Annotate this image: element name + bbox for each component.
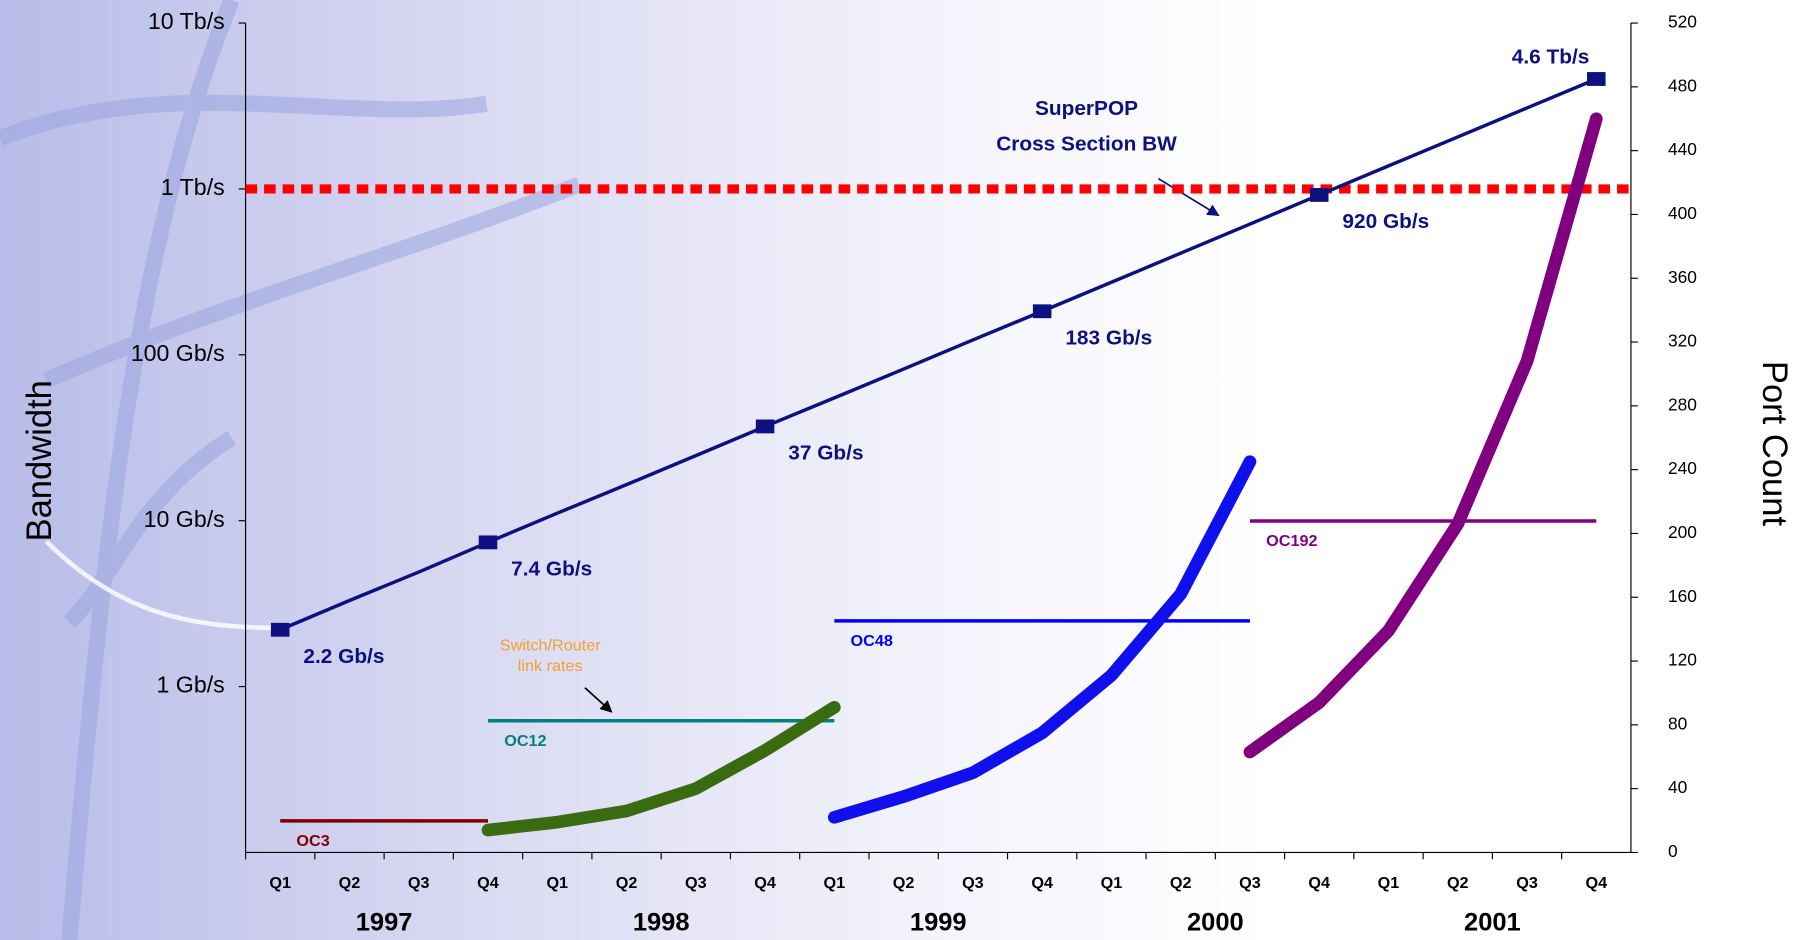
background-decoration — [0, 0, 583, 940]
y-axis-title: Bandwidth — [21, 380, 59, 541]
x-tick-label: Q4 — [1585, 874, 1607, 892]
data-marker — [1032, 304, 1052, 319]
data-label: 37 Gb/s — [788, 442, 863, 465]
y2-tick-label: 40 — [1668, 777, 1687, 797]
link-rate-label: OC3 — [296, 832, 329, 850]
year-label: 1997 — [356, 909, 413, 937]
data-label: 920 Gb/s — [1342, 210, 1429, 233]
x-tick-label: Q3 — [1239, 874, 1261, 892]
x-tick-label: Q3 — [408, 874, 430, 892]
x-tick-label: Q3 — [685, 874, 707, 892]
y2-tick-label: 240 — [1668, 458, 1697, 478]
y2-tick-label: 200 — [1668, 522, 1697, 542]
x-tick-label: Q1 — [1378, 874, 1400, 892]
x-tick-label: Q1 — [269, 874, 291, 892]
link-rate-label: OC48 — [851, 632, 893, 650]
x-tick-label: Q3 — [962, 874, 984, 892]
y2-tick-label: 440 — [1668, 139, 1697, 159]
year-label: 1998 — [633, 909, 690, 937]
year-label: 2001 — [1464, 909, 1521, 937]
y2-tick-label: 120 — [1668, 650, 1697, 670]
bandwidth-line — [279, 77, 1597, 632]
x-tick-label: Q2 — [1170, 874, 1192, 892]
x-tick-label: Q4 — [1031, 874, 1053, 892]
data-label: 4.6 Tb/s — [1512, 46, 1590, 69]
y2-tick-label: 520 — [1668, 12, 1697, 32]
y-tick-label: 10 Tb/s — [148, 8, 225, 34]
year-label: 2000 — [1187, 909, 1244, 937]
data-marker — [270, 622, 290, 637]
x-tick-label: Q3 — [1516, 874, 1538, 892]
data-label: 2.2 Gb/s — [303, 645, 384, 668]
data-label: 7.4 Gb/s — [511, 558, 592, 581]
background-decoration — [44, 539, 279, 631]
y2-tick-label: 360 — [1668, 267, 1697, 287]
data-label: 183 Gb/s — [1065, 326, 1152, 349]
x-tick-label: Q1 — [546, 874, 568, 892]
data-marker — [478, 535, 498, 550]
y-tick-label: 1 Tb/s — [161, 174, 225, 200]
x-tick-label: Q1 — [824, 874, 846, 892]
y2-tick-label: 80 — [1668, 713, 1687, 733]
x-tick-label: Q4 — [754, 874, 776, 892]
annotation-arrow — [584, 687, 613, 713]
x-tick-label: Q4 — [1308, 874, 1330, 892]
y2-tick-label: 480 — [1668, 75, 1697, 95]
y2-tick-label: 280 — [1668, 394, 1697, 414]
x-tick-label: Q2 — [339, 874, 361, 892]
x-tick-label: Q1 — [1101, 874, 1123, 892]
year-label: 1999 — [910, 909, 967, 937]
y2-axis-title: Port Count — [1755, 361, 1793, 527]
y-tick-label: 10 Gb/s — [144, 506, 225, 532]
y2-tick-label: 400 — [1668, 203, 1697, 223]
x-tick-label: Q2 — [1447, 874, 1469, 892]
y2-tick-label: 320 — [1668, 331, 1697, 351]
link-rate-label: OC192 — [1266, 532, 1317, 550]
y2-tick-label: 0 — [1668, 841, 1678, 861]
x-tick-label: Q4 — [477, 874, 499, 892]
port-count-line — [827, 455, 1257, 824]
annotation: Cross Section BW — [996, 133, 1177, 156]
x-tick-label: Q2 — [893, 874, 915, 892]
data-marker — [1309, 188, 1329, 202]
data-marker — [1587, 72, 1606, 86]
annotation: link rates — [518, 657, 583, 675]
port-count-line — [1243, 112, 1603, 759]
y-tick-label: 100 Gb/s — [131, 340, 225, 366]
annotation: Switch/Router — [500, 637, 601, 655]
y-tick-label: 1 Gb/s — [156, 672, 224, 698]
x-tick-label: Q2 — [616, 874, 638, 892]
y2-tick-label: 160 — [1668, 586, 1697, 606]
annotation-arrow — [1157, 177, 1220, 217]
port-count-line — [481, 700, 841, 837]
annotation: SuperPOP — [1035, 97, 1138, 120]
link-rate-label: OC12 — [504, 732, 546, 750]
data-marker — [755, 419, 775, 434]
